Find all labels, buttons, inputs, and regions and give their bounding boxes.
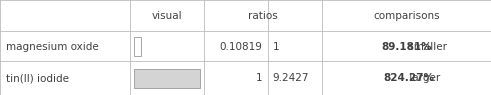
Text: 824.27%: 824.27% <box>383 73 434 83</box>
Text: visual: visual <box>152 11 182 21</box>
Text: comparisons: comparisons <box>373 11 439 21</box>
Text: 1: 1 <box>256 73 263 83</box>
Text: ratios: ratios <box>248 11 277 21</box>
Bar <box>134 37 141 56</box>
Text: smaller: smaller <box>405 42 447 52</box>
Text: 89.181%: 89.181% <box>381 42 432 52</box>
Text: 0.10819: 0.10819 <box>220 42 263 52</box>
Bar <box>134 69 200 88</box>
Text: magnesium oxide: magnesium oxide <box>6 42 99 52</box>
Text: 1: 1 <box>273 42 279 52</box>
Text: larger: larger <box>406 73 440 83</box>
Text: 9.2427: 9.2427 <box>273 73 309 83</box>
Text: tin(II) iodide: tin(II) iodide <box>6 73 69 83</box>
